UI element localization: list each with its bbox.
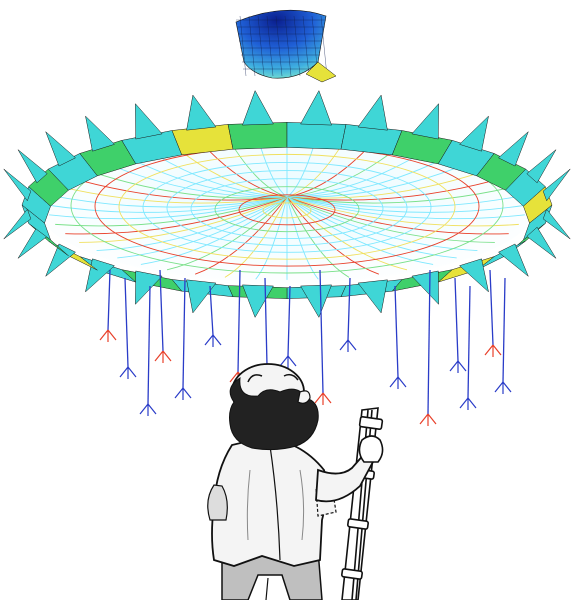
hanging-cables (99, 269, 512, 426)
compression-ring (3, 90, 571, 318)
cable-net (37, 127, 537, 283)
central-mast-cap (235, 9, 337, 83)
cartoon-scientist (207, 363, 384, 600)
